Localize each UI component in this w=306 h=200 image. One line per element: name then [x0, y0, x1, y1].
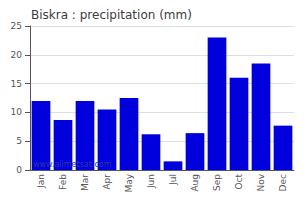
svg-text:Jul: Jul	[168, 174, 178, 186]
svg-text:Jan: Jan	[36, 174, 46, 189]
svg-text:Dec: Dec	[278, 174, 288, 191]
svg-text:Jun: Jun	[146, 174, 156, 189]
svg-text:0: 0	[16, 165, 22, 175]
svg-text:Mar: Mar	[80, 174, 90, 191]
svg-text:Sep: Sep	[212, 174, 222, 191]
svg-text:Aug: Aug	[190, 174, 200, 192]
svg-text:10: 10	[11, 107, 23, 117]
svg-text:15: 15	[11, 79, 22, 89]
svg-text:www.allmetsat.com: www.allmetsat.com	[33, 160, 112, 169]
svg-text:20: 20	[11, 50, 23, 60]
svg-text:Feb: Feb	[58, 174, 68, 190]
svg-text:Nov: Nov	[256, 173, 266, 191]
svg-text:Oct: Oct	[234, 174, 244, 190]
svg-text:May: May	[124, 173, 134, 192]
svg-text:25: 25	[11, 21, 22, 31]
svg-text:Apr: Apr	[102, 174, 112, 190]
svg-text:Biskra : precipitation (mm): Biskra : precipitation (mm)	[31, 8, 192, 22]
svg-text:5: 5	[16, 136, 22, 146]
